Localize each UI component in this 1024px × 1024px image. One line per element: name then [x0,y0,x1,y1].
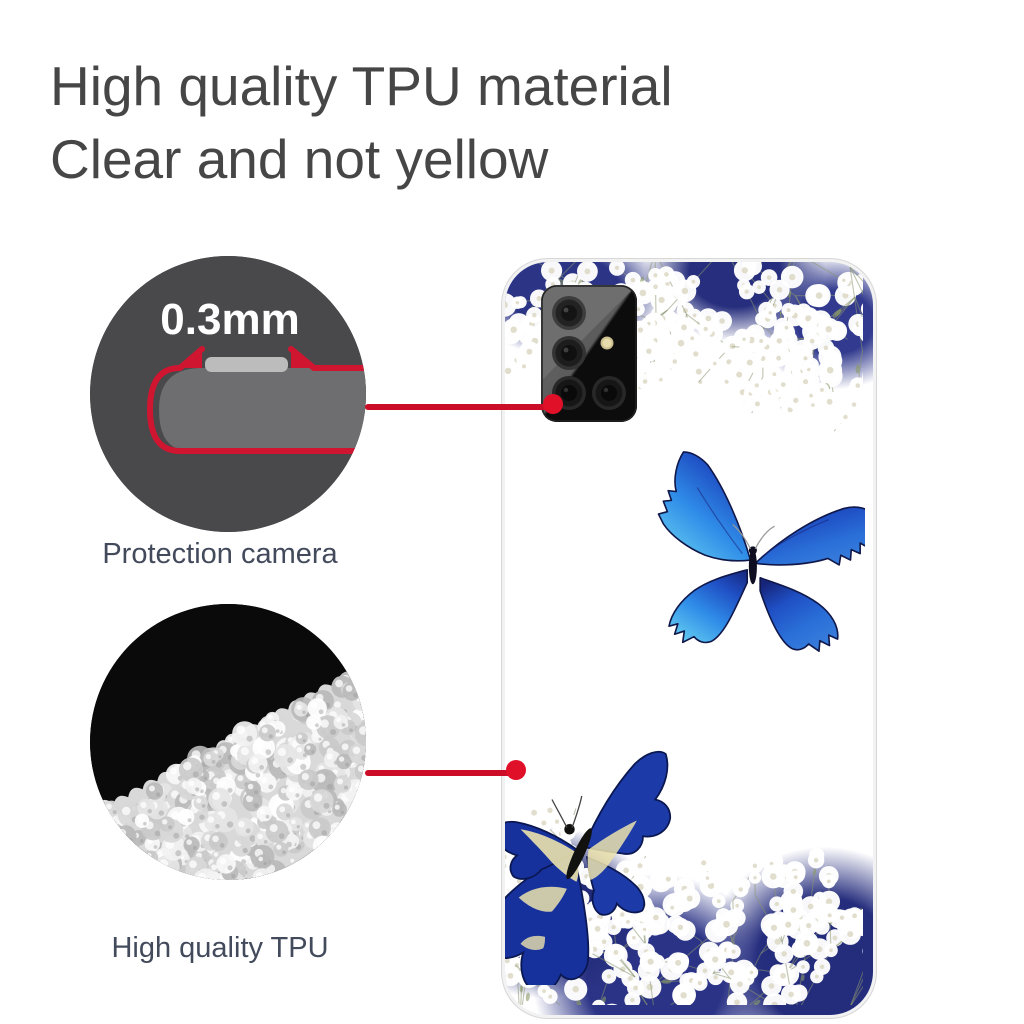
svg-text:0.3mm: 0.3mm [160,295,299,344]
